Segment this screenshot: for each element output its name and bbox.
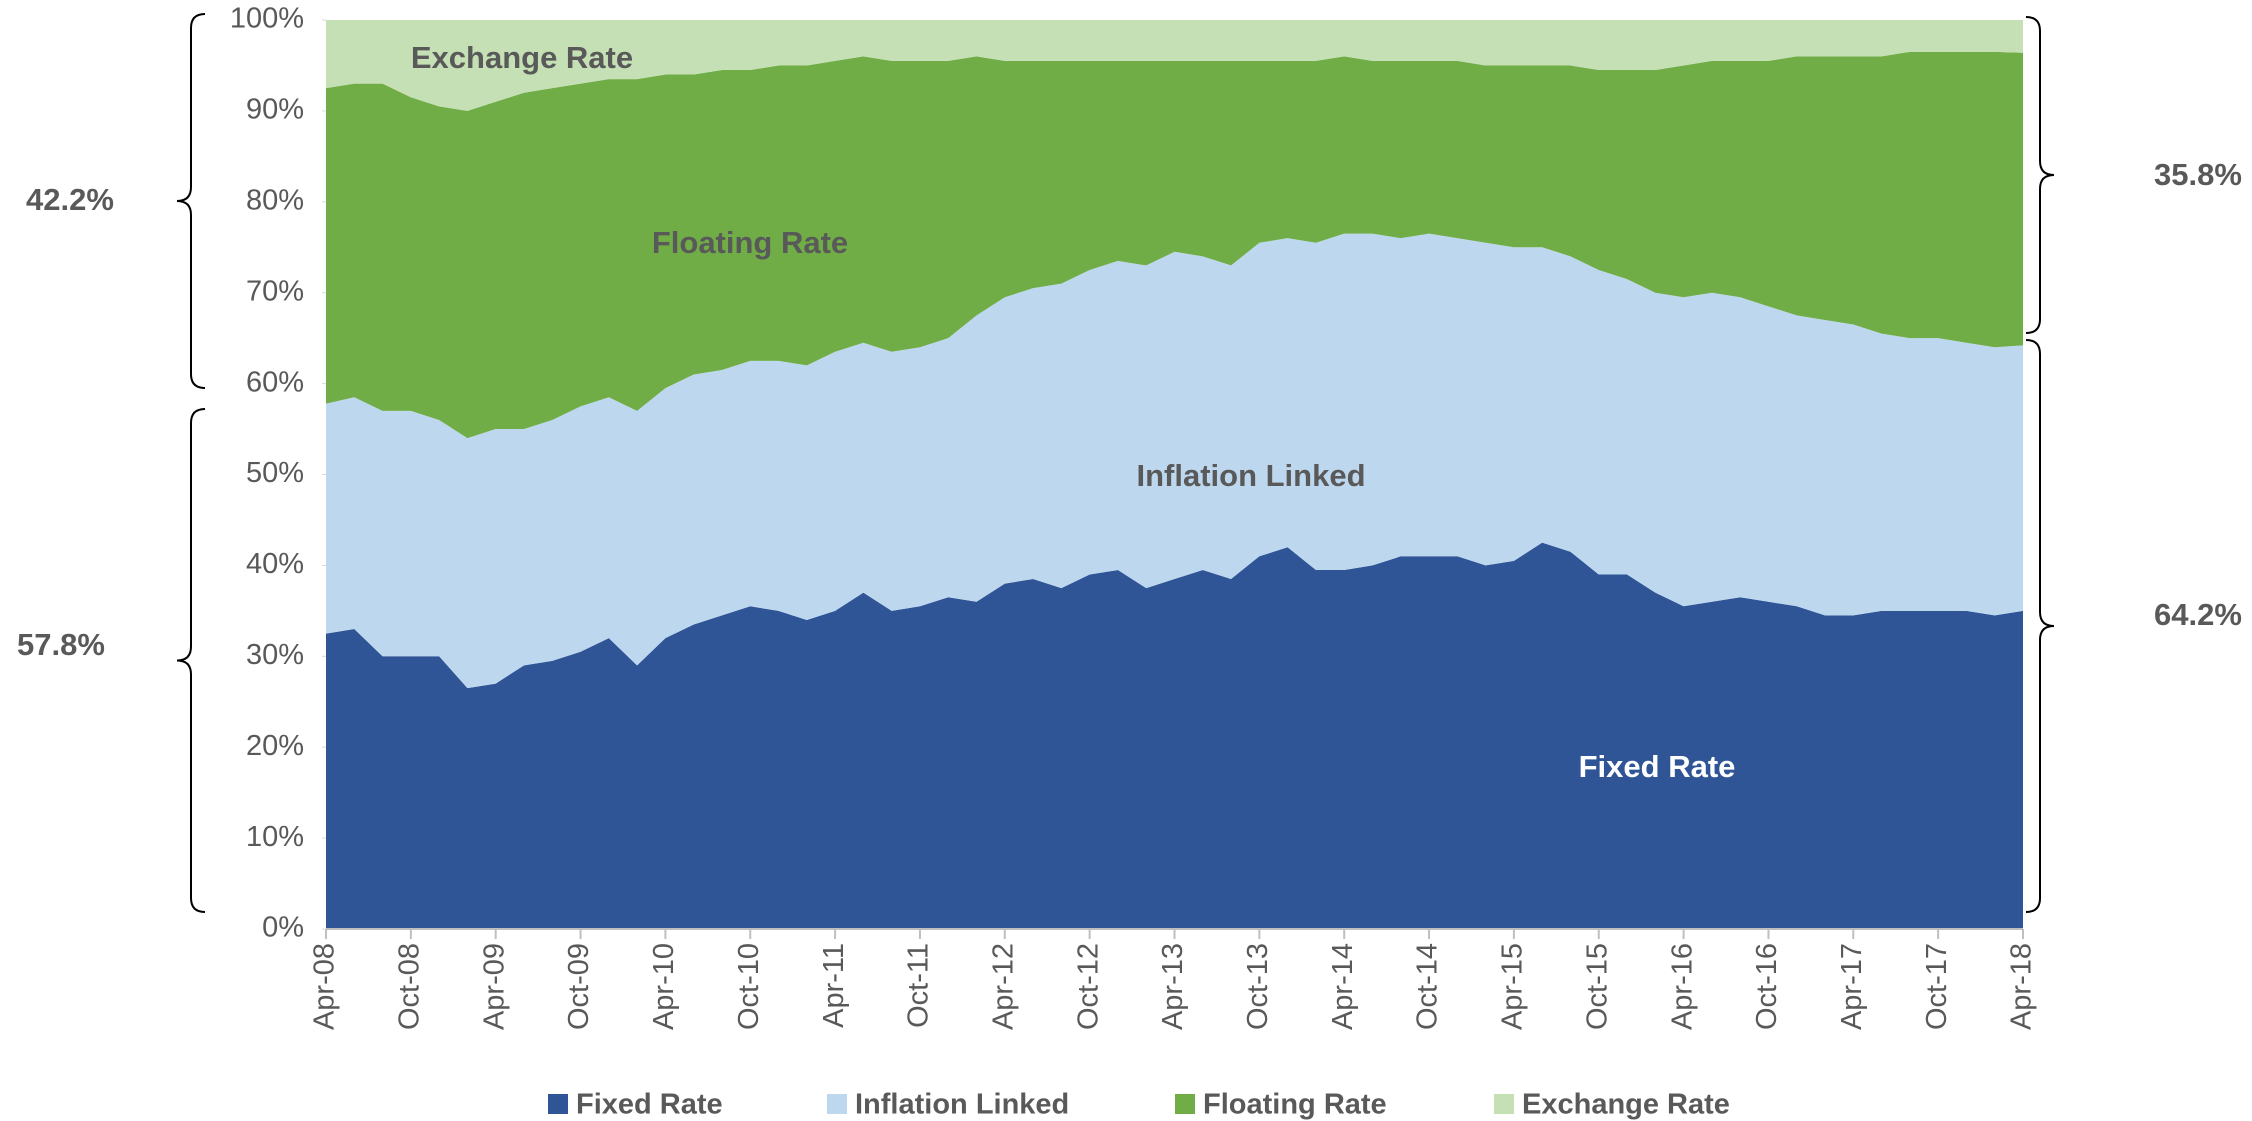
x-tick-label: Apr-12	[987, 943, 1019, 1030]
x-tick-label: Apr-13	[1157, 943, 1189, 1030]
x-tick-label: Oct-17	[1921, 943, 1953, 1030]
area-label: Inflation Linked	[1136, 458, 1365, 493]
x-tick-label: Apr-09	[478, 943, 510, 1030]
legend-swatch	[548, 1094, 568, 1114]
legend-swatch	[1494, 1094, 1514, 1114]
area	[326, 542, 2023, 929]
y-tick-label: 10%	[246, 821, 304, 853]
x-tick-label: Apr-10	[648, 943, 680, 1030]
area-label: Exchange Rate	[411, 40, 633, 75]
x-tick-label: Oct-15	[1581, 943, 1613, 1030]
area	[326, 233, 2023, 689]
x-tick-label: Oct-12	[1072, 943, 1104, 1030]
annotation: 57.8%	[17, 627, 105, 662]
brace	[2025, 339, 2055, 913]
x-tick-label: Oct-10	[733, 943, 765, 1030]
x-tick-label: Apr-18	[2006, 943, 2038, 1030]
brace	[2025, 16, 2055, 334]
y-tick-label: 0%	[262, 912, 304, 944]
annotation: 42.2%	[26, 182, 114, 217]
x-tick-label: Oct-09	[563, 943, 595, 1030]
area	[326, 20, 2023, 111]
y-tick-label: 20%	[246, 730, 304, 762]
brace	[176, 408, 206, 913]
x-tick-label: Oct-08	[394, 943, 426, 1030]
x-tick-label: Oct-14	[1412, 943, 1444, 1030]
y-tick-label: 60%	[246, 366, 304, 398]
x-tick-label: Oct-16	[1751, 943, 1783, 1030]
x-tick-label: Apr-11	[818, 943, 850, 1028]
y-tick-label: 50%	[246, 457, 304, 489]
area-label: Floating Rate	[652, 225, 848, 260]
legend-swatch	[1175, 1094, 1195, 1114]
x-tick-label: Apr-16	[1666, 943, 1698, 1030]
y-tick-label: 100%	[230, 3, 304, 35]
legend-label: Floating Rate	[1203, 1089, 1387, 1121]
x-tick-label: Apr-14	[1327, 943, 1359, 1030]
x-tick-label: Apr-08	[309, 943, 341, 1030]
y-tick-label: 40%	[246, 548, 304, 580]
x-tick-label: Oct-13	[1242, 943, 1274, 1030]
y-tick-label: 80%	[246, 184, 304, 216]
x-tick-label: Apr-15	[1497, 943, 1529, 1030]
brace	[176, 13, 206, 389]
legend-label: Inflation Linked	[855, 1089, 1069, 1121]
area	[326, 51, 2023, 439]
legend-label: Exchange Rate	[1522, 1089, 1730, 1121]
y-tick-label: 90%	[246, 94, 304, 126]
annotation: 64.2%	[2154, 597, 2242, 632]
x-tick-label: Oct-11	[903, 943, 935, 1028]
y-tick-label: 70%	[246, 275, 304, 307]
y-tick-label: 30%	[246, 639, 304, 671]
x-tick-label: Apr-17	[1836, 943, 1868, 1030]
legend-label: Fixed Rate	[576, 1089, 723, 1121]
legend-swatch	[827, 1094, 847, 1114]
annotation: 35.8%	[2154, 157, 2242, 192]
area-label: Fixed Rate	[1579, 749, 1736, 784]
